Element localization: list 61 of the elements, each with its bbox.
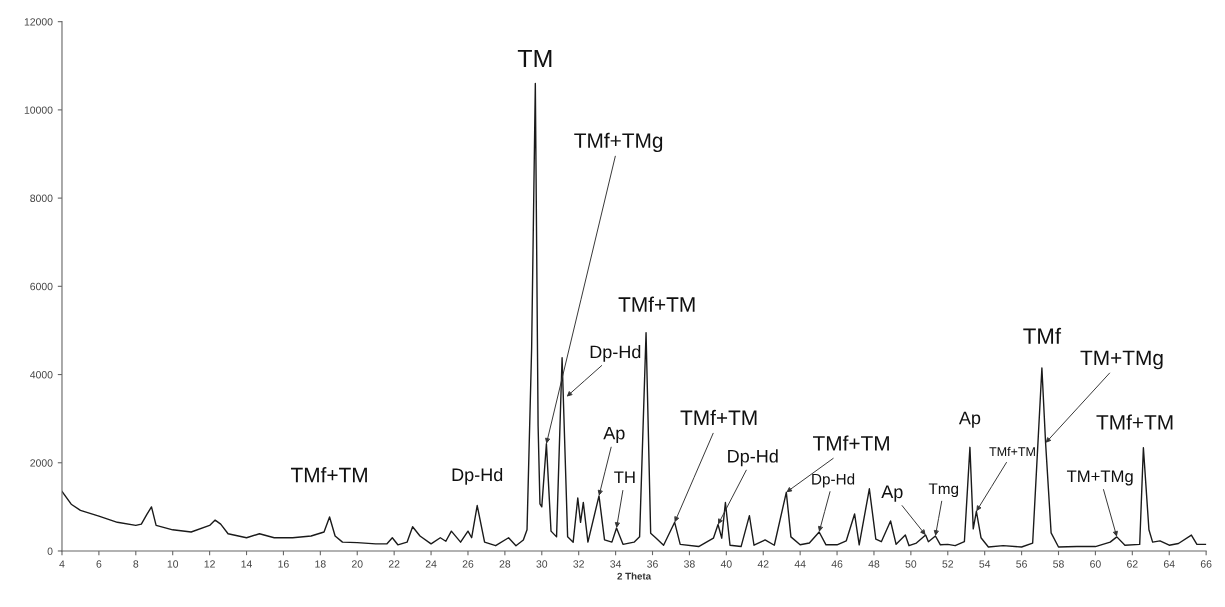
x-tick-label: 38 [684, 560, 695, 568]
y-tick-label: 8000 [30, 194, 53, 202]
x-tick-label: 6 [96, 560, 102, 568]
x-tick-label: 22 [388, 560, 400, 568]
x-tick-label: 30 [536, 560, 548, 568]
annotation: TMf+TM [813, 435, 889, 451]
x-tick-label: 54 [979, 560, 991, 568]
x-tick-label: 28 [499, 560, 511, 568]
annotation: TM+TMg [1066, 470, 1133, 486]
y-tick-label: 4000 [30, 371, 53, 379]
x-axis-title: 2 Theta [617, 572, 652, 580]
x-tick-label: 10 [167, 560, 179, 568]
x-tick-label: 50 [905, 560, 917, 568]
x-tick-label: 66 [1200, 560, 1212, 568]
annotation: Ap [881, 485, 903, 502]
annotation: TMf+TM [1096, 414, 1173, 430]
annotation: Dp-Hd [728, 449, 778, 467]
annotation: TMf [1023, 327, 1062, 344]
annotation: TMf+TM [680, 409, 757, 425]
x-tick-label: 20 [351, 560, 363, 568]
y-tick-label: 0 [47, 547, 53, 555]
x-tick-label: 4 [59, 560, 65, 568]
x-tick-label: 42 [757, 560, 769, 568]
x-tick-label: 52 [942, 560, 954, 568]
x-tick-label: 8 [133, 560, 139, 568]
y-tick-label: 2000 [30, 459, 53, 467]
x-tick-label: 48 [868, 560, 880, 568]
y-tick-label: 10000 [24, 106, 53, 114]
annotation: TMf+TM [989, 446, 1035, 456]
x-tick-label: 32 [573, 560, 584, 568]
annotation: Dp-Hd [452, 467, 503, 485]
x-tick-label: 18 [315, 560, 326, 568]
x-tick-label: 14 [241, 560, 253, 568]
annotation: Dp-Hd [812, 473, 855, 488]
annotation: TMf+TM [290, 467, 367, 483]
x-tick-label: 36 [647, 560, 658, 568]
x-tick-label: 12 [204, 560, 215, 568]
x-tick-label: 26 [462, 560, 474, 568]
x-tick-label: 40 [720, 560, 732, 568]
line-series [61, 82, 1207, 548]
x-tick-label: 16 [278, 560, 289, 568]
x-tick-label: 46 [831, 560, 843, 568]
x-tick-label: 62 [1127, 560, 1138, 568]
x-tick-label: 60 [1090, 560, 1101, 568]
annotation: TMf+TMg [574, 132, 663, 153]
x-tick-label: 58 [1053, 560, 1064, 568]
y-tick-label: 6000 [30, 282, 53, 291]
x-tick-label: 34 [610, 560, 622, 568]
y-tick-label: 12000 [24, 18, 53, 26]
annotation: Tmg [928, 483, 959, 498]
annotation: Ap [958, 411, 981, 428]
annotation: TH [614, 471, 635, 483]
x-tick-label: 24 [425, 560, 437, 568]
annotation: Dp-Hd [590, 345, 641, 362]
annotation: TMf+TM [618, 296, 695, 312]
annotation: Ap [603, 426, 625, 444]
annotation: TM [517, 49, 552, 68]
x-tick-label: 64 [1163, 560, 1175, 568]
annotation: TM+TMg [1080, 350, 1163, 370]
x-tick-label: 56 [1016, 560, 1027, 568]
x-tick-label: 44 [794, 560, 806, 568]
